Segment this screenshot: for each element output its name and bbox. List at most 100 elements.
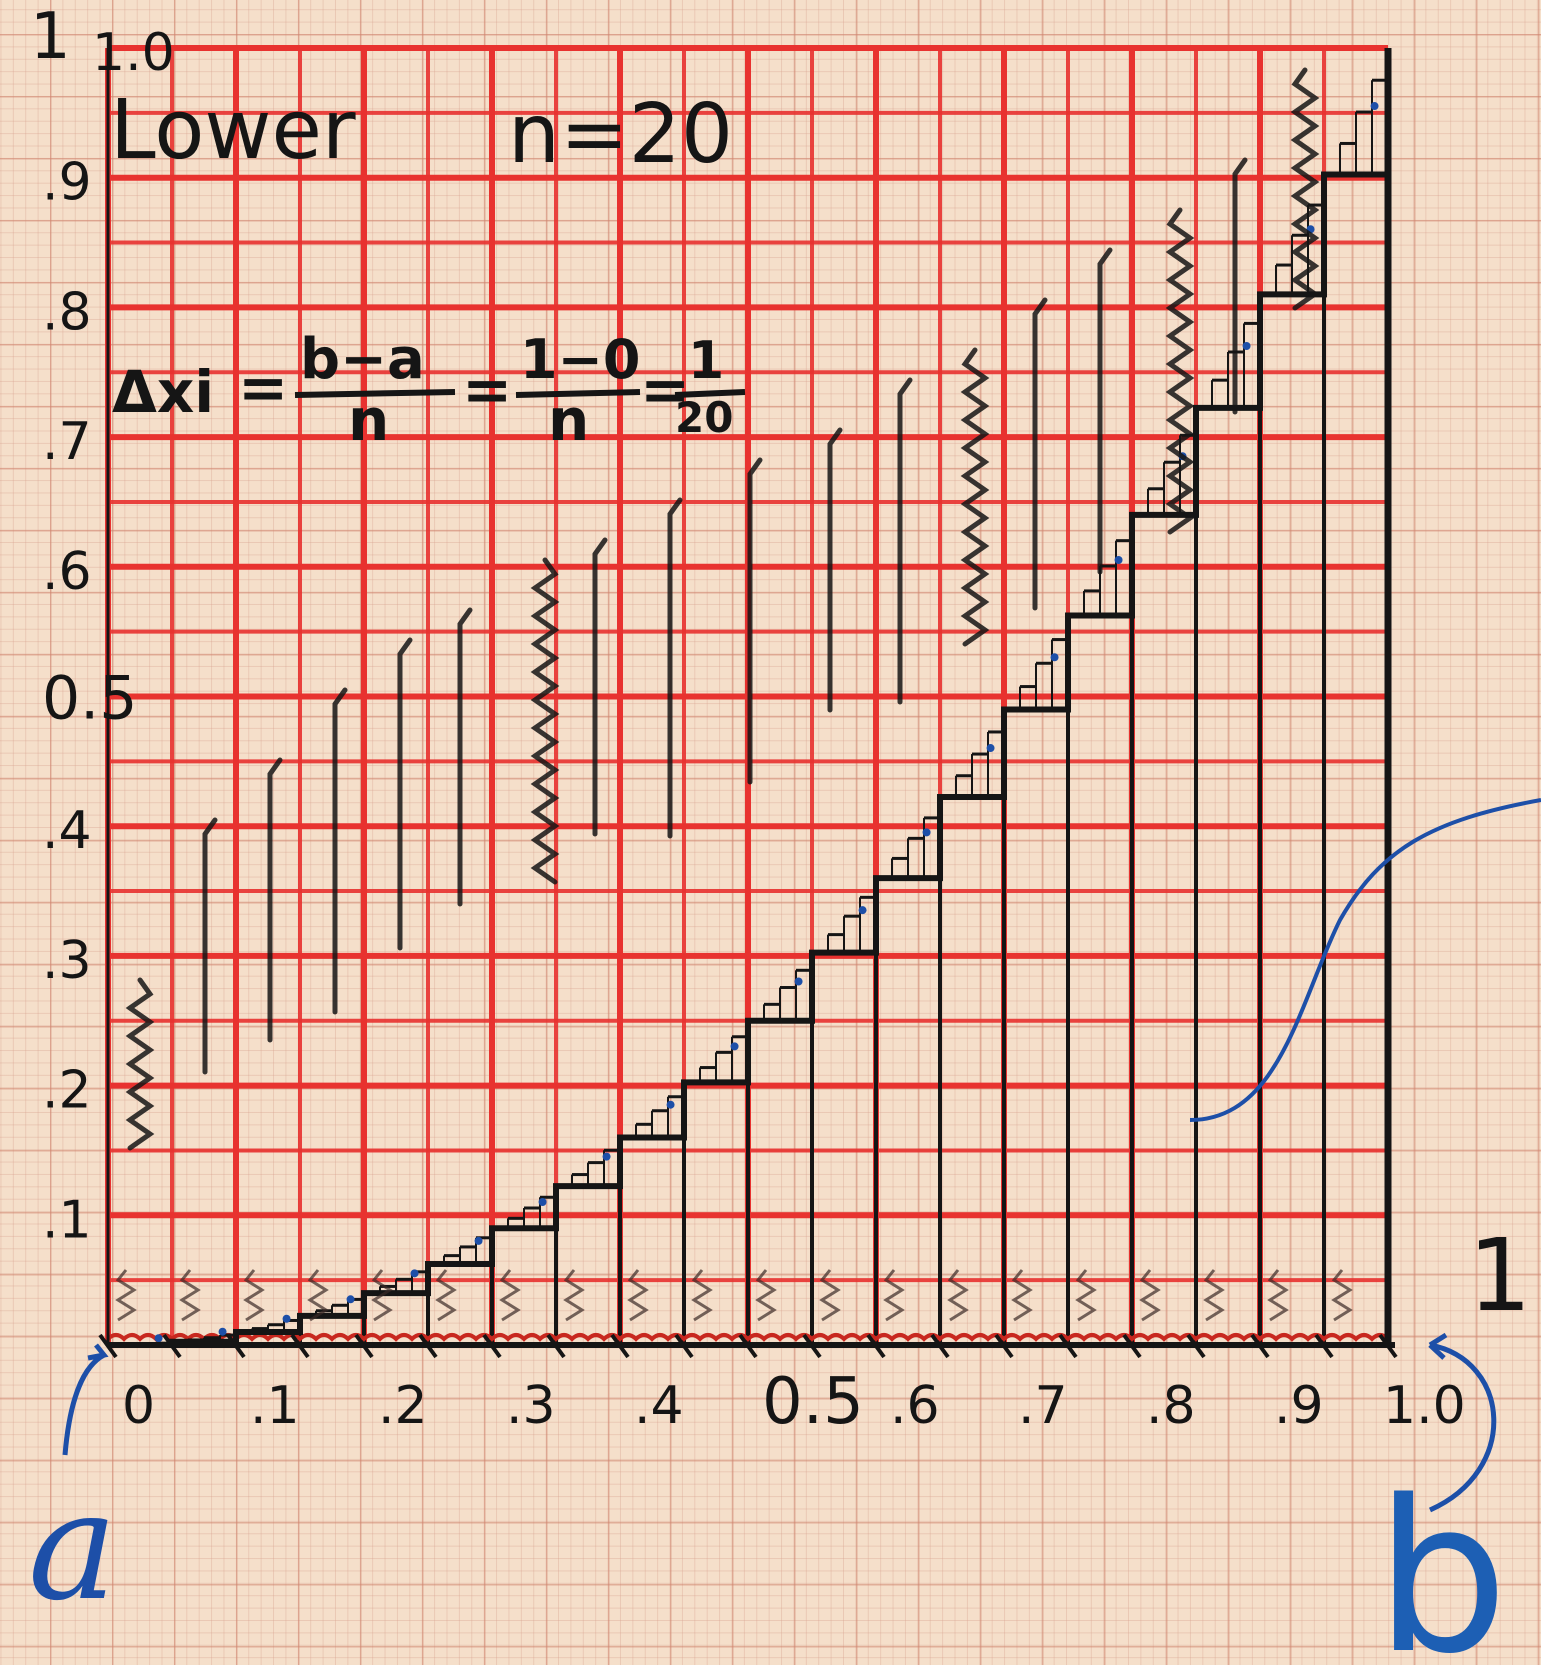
bottom-cell-scribble bbox=[755, 1269, 777, 1322]
sample-point-dot bbox=[346, 1295, 355, 1304]
formula-frac1-bar bbox=[294, 389, 456, 398]
endpoint-b-label: b bbox=[1375, 1455, 1508, 1665]
delta-x-formula: Δxi = b−a n = 1−0 n = 1 20 bbox=[112, 327, 746, 454]
bottom-cell-scribble bbox=[307, 1269, 329, 1322]
x-tick-label: .2 bbox=[378, 1376, 428, 1436]
lower-sum-rectangle bbox=[490, 1226, 558, 1348]
rotated-note-scribble bbox=[667, 497, 683, 839]
staircase-path bbox=[108, 48, 1391, 1348]
y-tick-label: .8 bbox=[42, 282, 92, 342]
rotated-note-scribble bbox=[1097, 247, 1113, 575]
bottom-cell-scribble bbox=[1203, 1269, 1225, 1322]
x-axis-red-wave bbox=[106, 1333, 1390, 1342]
rotated-note-scribble bbox=[592, 537, 608, 837]
lower-sum-rectangle bbox=[1066, 613, 1134, 1347]
bottom-cell-scribble bbox=[115, 1269, 137, 1322]
sample-point-dot bbox=[154, 1334, 163, 1343]
y-tick-label: 0.5 bbox=[42, 664, 137, 734]
bottom-cell-scribble bbox=[1331, 1269, 1353, 1322]
staircase-outline bbox=[108, 48, 1391, 1348]
lower-sum-rectangle bbox=[618, 1135, 686, 1347]
y-tick-label: .1 bbox=[42, 1190, 92, 1250]
bottom-cell-scribble bbox=[691, 1269, 713, 1322]
formula-frac1-den: n bbox=[348, 386, 389, 454]
sample-point-dot bbox=[474, 1236, 483, 1245]
endpoint-a-label: a bbox=[28, 1460, 117, 1634]
lower-sum-rectangle bbox=[1002, 707, 1070, 1347]
formula-eq2: = bbox=[462, 355, 512, 425]
rotated-note-scribble bbox=[267, 757, 283, 1043]
bottom-cell-scribble bbox=[947, 1269, 969, 1322]
rotated-note-scribble bbox=[202, 817, 218, 1075]
sample-point-dot bbox=[538, 1198, 547, 1207]
formula-delta: Δxi bbox=[112, 358, 214, 426]
bottom-cell-scribble bbox=[1267, 1269, 1289, 1322]
rotated-note-scribble bbox=[1165, 207, 1195, 535]
sample-point-dot bbox=[794, 977, 803, 986]
blue-arrowhead-b bbox=[1428, 1332, 1448, 1360]
lower-sum-rectangle bbox=[554, 1184, 622, 1348]
y-tick-label: .7 bbox=[42, 412, 92, 472]
rotated-note-scribble bbox=[827, 427, 843, 713]
bottom-cell-scribble bbox=[819, 1269, 841, 1322]
y-tick-label: .3 bbox=[42, 931, 92, 991]
x-tick-label: .1 bbox=[250, 1376, 300, 1436]
x-tick-label: .9 bbox=[1274, 1376, 1324, 1436]
top-left-one-mark: 1 bbox=[30, 0, 71, 74]
formula-frac3-num: 1 bbox=[688, 331, 724, 391]
rotated-note-scribble bbox=[457, 607, 473, 907]
x-axis-labels: 0 .1 .2 .3 .4 0.5 .6 .7 .8 .9 1.0 bbox=[122, 1365, 1466, 1439]
bottom-cell-scribble bbox=[435, 1269, 457, 1322]
x-tick-label: .3 bbox=[506, 1376, 556, 1436]
y-tick-label: 1.0 bbox=[92, 23, 175, 83]
lower-sum-rectangle bbox=[874, 876, 942, 1348]
x-tick-label: .8 bbox=[1146, 1376, 1196, 1436]
lower-sum-rectangle bbox=[746, 1018, 814, 1347]
sample-point-dot bbox=[666, 1100, 675, 1109]
rotated-note-scribble bbox=[530, 557, 560, 885]
sample-point-dot bbox=[986, 744, 995, 753]
bottom-cell-scribble bbox=[243, 1269, 265, 1322]
rotated-note-scribble bbox=[747, 457, 763, 785]
rotated-note-scribble bbox=[960, 347, 990, 647]
blue-arrow-to-b bbox=[1428, 1342, 1497, 1513]
title-lower: Lower bbox=[110, 83, 356, 178]
sample-point-dot bbox=[730, 1042, 739, 1051]
x-tick-label: 0 bbox=[122, 1376, 155, 1436]
rotated-handwritten-notes bbox=[115, 67, 1353, 1322]
bottom-cell-scribble bbox=[1011, 1269, 1033, 1322]
sample-point-dot bbox=[1242, 341, 1251, 350]
bottom-cell-scribble bbox=[1139, 1269, 1161, 1322]
lower-sum-rectangle bbox=[1258, 292, 1326, 1347]
lower-sum-rectangle bbox=[426, 1261, 494, 1347]
sample-point-dot bbox=[1370, 102, 1379, 111]
y-tick-label: .9 bbox=[42, 153, 92, 213]
x-tick-label: .7 bbox=[1018, 1376, 1068, 1436]
rotated-note-scribble bbox=[397, 637, 413, 951]
sample-point-dot bbox=[922, 828, 931, 837]
y-tick-label: .2 bbox=[42, 1061, 92, 1121]
x-tick-label: 0.5 bbox=[762, 1365, 864, 1439]
lower-sum-rectangle bbox=[1130, 512, 1198, 1347]
x-tick-label: 1.0 bbox=[1383, 1376, 1466, 1436]
formula-frac2-bar bbox=[515, 389, 641, 398]
blue-arrowhead-a bbox=[87, 1343, 109, 1361]
right-one-mark: 1 bbox=[1468, 1217, 1532, 1334]
bottom-cell-scribble bbox=[179, 1269, 201, 1322]
sample-point-dot bbox=[1050, 653, 1059, 662]
y-tick-label: .6 bbox=[42, 542, 92, 602]
lower-sum-rectangle bbox=[1194, 405, 1262, 1348]
formula-frac3-bar bbox=[674, 389, 746, 398]
formula-eq1: = bbox=[238, 353, 288, 423]
lower-sum-rectangle bbox=[938, 795, 1006, 1347]
y-axis-labels: .1 .2 .3 .4 0.5 .6 .7 .8 .9 1.0 bbox=[42, 23, 175, 1250]
sample-point-dot bbox=[218, 1327, 227, 1336]
rotated-note-scribble bbox=[1032, 297, 1048, 611]
x-tick-label: .6 bbox=[890, 1376, 940, 1436]
formula-frac2-num: 1−0 bbox=[520, 328, 640, 391]
n-label: n=20 bbox=[508, 87, 733, 182]
rotated-note-scribble bbox=[332, 687, 348, 1015]
